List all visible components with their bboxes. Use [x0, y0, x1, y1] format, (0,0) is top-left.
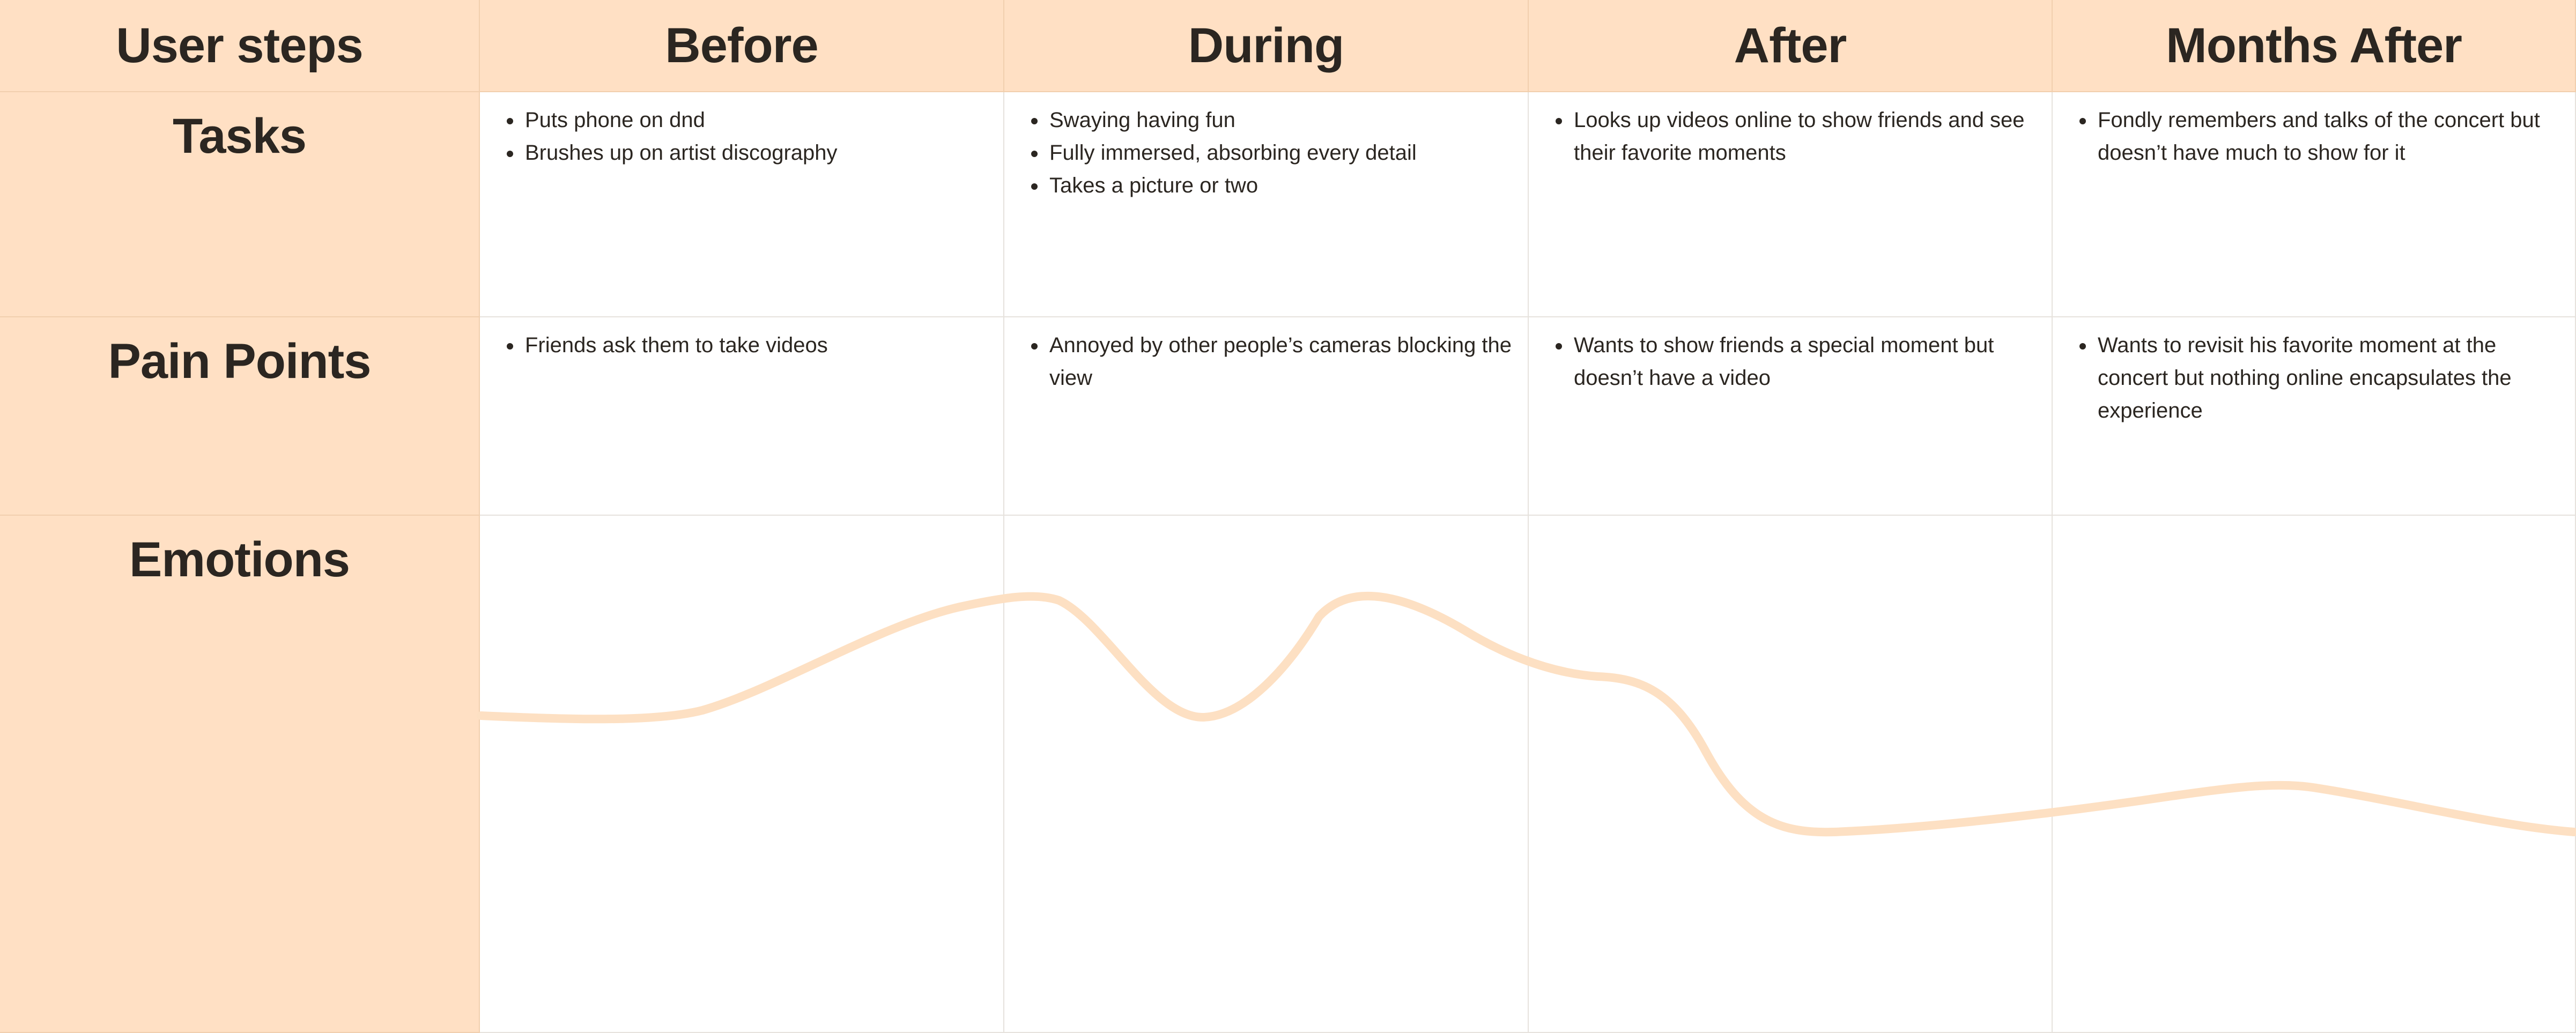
list-item: Brushes up on artist discography: [523, 137, 998, 169]
list-item: Wants to show friends a special moment b…: [1572, 329, 2046, 395]
pain-during-cell: Annoyed by other people’s cameras blocki…: [1004, 317, 1529, 516]
emotion-after-cell: [1529, 516, 2053, 1033]
tasks-during-list: Swaying having fun Fully immersed, absor…: [1017, 104, 1522, 202]
tasks-after-list: Looks up videos online to show friends a…: [1542, 104, 2046, 169]
tasks-before-cell: Puts phone on dnd Brushes up on artist d…: [480, 92, 1004, 317]
tasks-before-list: Puts phone on dnd Brushes up on artist d…: [493, 104, 998, 169]
list-item: Fully immersed, absorbing every detail: [1047, 137, 1522, 169]
tasks-months-after-cell: Fondly remembers and talks of the concer…: [2053, 92, 2576, 317]
list-item: Wants to revisit his favorite moment at …: [2096, 329, 2570, 427]
tasks-months-after-list: Fondly remembers and talks of the concer…: [2066, 104, 2570, 169]
list-item: Puts phone on dnd: [523, 104, 998, 137]
emotion-months-after-cell: [2053, 516, 2576, 1033]
pain-months-after-cell: Wants to revisit his favorite moment at …: [2053, 317, 2576, 516]
row-label-tasks: Tasks: [0, 92, 480, 317]
header-corner: User steps: [0, 0, 480, 92]
pain-during-list: Annoyed by other people’s cameras blocki…: [1017, 329, 1522, 395]
stage-after-header: After: [1529, 0, 2053, 92]
stage-during-header: During: [1004, 0, 1529, 92]
emotion-before-cell: [480, 516, 1004, 1033]
pain-after-cell: Wants to show friends a special moment b…: [1529, 317, 2053, 516]
list-item: Friends ask them to take videos: [523, 329, 998, 362]
pain-months-after-list: Wants to revisit his favorite moment at …: [2066, 329, 2570, 427]
stage-months-after-header: Months After: [2053, 0, 2576, 92]
pain-before-list: Friends ask them to take videos: [493, 329, 998, 362]
row-label-emotions: Emotions: [0, 516, 480, 1033]
row-label-pain-points: Pain Points: [0, 317, 480, 516]
pain-after-list: Wants to show friends a special moment b…: [1542, 329, 2046, 395]
stage-before-header: Before: [480, 0, 1004, 92]
tasks-during-cell: Swaying having fun Fully immersed, absor…: [1004, 92, 1529, 317]
list-item: Annoyed by other people’s cameras blocki…: [1047, 329, 1522, 395]
pain-before-cell: Friends ask them to take videos: [480, 317, 1004, 516]
emotion-during-cell: [1004, 516, 1529, 1033]
list-item: Takes a picture or two: [1047, 169, 1522, 202]
list-item: Swaying having fun: [1047, 104, 1522, 137]
list-item: Looks up videos online to show friends a…: [1572, 104, 2046, 169]
list-item: Fondly remembers and talks of the concer…: [2096, 104, 2570, 169]
tasks-after-cell: Looks up videos online to show friends a…: [1529, 92, 2053, 317]
